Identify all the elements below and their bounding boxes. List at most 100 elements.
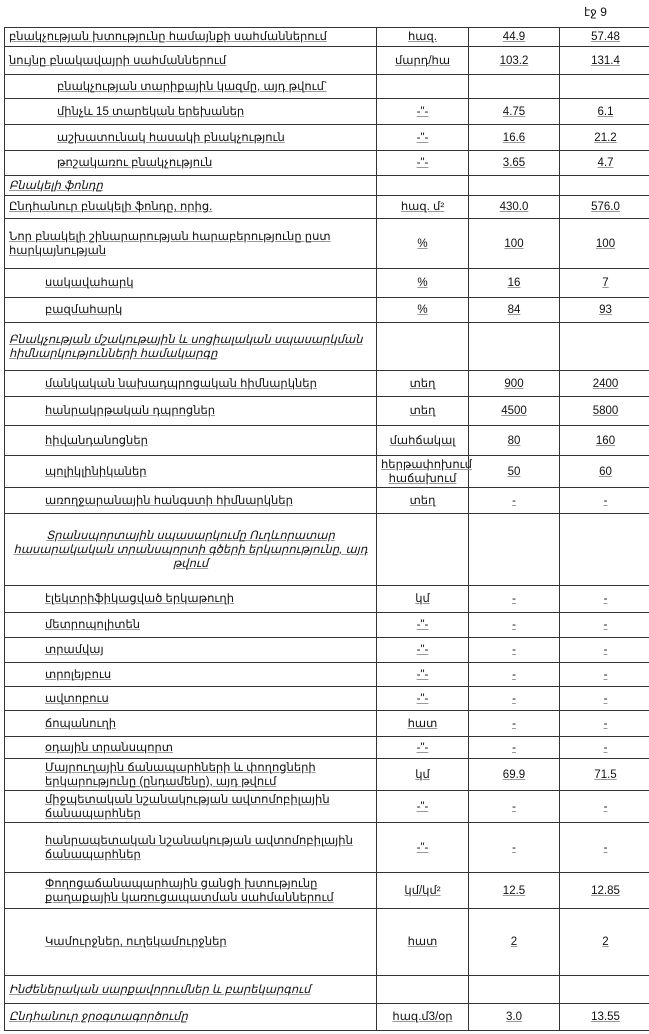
- value-existing-text: 50: [507, 465, 521, 478]
- unit-cell-text: -"-: [416, 800, 429, 813]
- table-row: հանրակրթական դպրոցներ տեղ 4500 5800: [4, 396, 649, 426]
- value-existing-text: -: [512, 494, 516, 507]
- value-projected-text: 6.1: [597, 105, 614, 118]
- value-existing-text: 900: [504, 377, 524, 390]
- value-existing: [468, 175, 560, 196]
- table-row: հանրապետական նշանակության ավտոմոբիլային …: [4, 822, 649, 873]
- unit-cell: %: [376, 218, 469, 269]
- value-existing: -: [468, 790, 560, 823]
- unit-cell: -"-: [376, 98, 469, 125]
- unit-cell-text: տեղ: [409, 377, 436, 390]
- unit-cell-text: -"-: [416, 668, 429, 681]
- unit-cell-text: մահճակալ: [389, 434, 456, 447]
- table-row: մանկական նախադպրոցական հիմնարկներ տեղ 900 2…: [4, 370, 649, 397]
- row-label: թոշակառու բնակչություն: [4, 150, 377, 176]
- row-label: էլեկտրիֆիկացված երկաթուղի: [4, 585, 377, 613]
- unit-cell: տեղ: [376, 487, 469, 514]
- value-projected-text: 93: [599, 304, 612, 316]
- value-existing: [468, 322, 560, 371]
- table-row: Մայրուղային ճանապարհների և փողոցների երկ…: [4, 758, 649, 791]
- value-existing: 430.0: [468, 195, 560, 219]
- unit-cell-text: -"-: [416, 157, 429, 169]
- value-projected: 2400: [559, 370, 649, 397]
- row-label: Ինժեներական սարքավորումներ և բարեկարգում: [4, 975, 377, 1004]
- value-existing-text: 430.0: [499, 201, 529, 213]
- table-row: բնակչության խտությունը համայնքի սահմաննե…: [4, 27, 649, 47]
- value-existing-text: 12.5: [502, 884, 526, 897]
- unit-cell-text: հազ. մ²: [400, 201, 445, 213]
- row-label-text: Բնակչության մշակութային և սոցիալական սպա…: [9, 333, 363, 360]
- value-projected-text: -: [603, 644, 608, 656]
- value-projected-text: 71.5: [594, 768, 617, 781]
- value-existing: -: [468, 710, 560, 737]
- indicators-table: բնակչության խտությունը համայնքի սահմաննե…: [4, 27, 649, 1031]
- value-existing: 44.9: [468, 27, 560, 47]
- unit-cell-text: -"-: [416, 741, 429, 754]
- unit-cell: [376, 513, 469, 586]
- unit-cell-text: -"-: [416, 692, 429, 705]
- value-existing-text: 100: [504, 237, 524, 250]
- value-projected: 5800: [559, 396, 649, 426]
- row-label: տրամվայ: [4, 637, 377, 663]
- table-row: թոշակառու բնակչություն -"- 3.65 4.7: [4, 150, 649, 176]
- value-projected-text: 5800: [592, 405, 619, 417]
- unit-cell-text: հատ: [407, 936, 438, 948]
- row-label-text: Ընդհանուր բնակելի ֆոնդը, որից.: [9, 201, 213, 213]
- value-projected: [559, 322, 649, 371]
- row-label: մանկական նախադպրոցական հիմնարկներ: [4, 370, 377, 397]
- unit-cell: [376, 975, 469, 1004]
- table-row: մինչև 15 տարեկան երեխաներ -"- 4.75 6.1: [4, 98, 649, 125]
- unit-cell: [376, 74, 469, 99]
- row-label-text: թոշակառու բնակչություն: [57, 157, 213, 169]
- row-label-text: էլեկտրիֆիկացված երկաթուղի: [45, 593, 234, 605]
- value-existing-text: 3.0: [506, 1011, 522, 1023]
- value-projected-text: 160: [595, 434, 616, 447]
- value-projected: 71.5: [559, 758, 649, 791]
- table-row: միջպետական նշանակության ավտոմոբիլային ճա…: [4, 790, 649, 823]
- value-projected: [559, 175, 649, 196]
- value-projected-text: 60: [599, 465, 612, 478]
- value-existing: 2: [468, 908, 560, 976]
- unit-cell: %: [376, 297, 469, 323]
- value-existing: -: [468, 612, 560, 638]
- row-label-text: Ինժեներական սարքավորումներ և բարեկարգում: [9, 983, 311, 996]
- table-row: բազմահարկ% 84 93: [4, 297, 649, 323]
- row-label-text: բնակչության տարիքային կազմը, այդ թվում՝: [57, 80, 327, 93]
- unit-cell-text: -"-: [416, 619, 429, 631]
- unit-cell: կմ: [376, 585, 469, 613]
- value-existing: 4500: [468, 396, 560, 426]
- value-existing-text: 103.2: [499, 54, 529, 67]
- value-projected-text: 2400: [592, 377, 619, 390]
- unit-cell: -"-: [376, 124, 469, 151]
- row-label-text: մանկական նախադպրոցական հիմնարկներ: [45, 377, 317, 390]
- table-row: ճոպանուղի հատ - -: [4, 710, 649, 737]
- table-row: սակավահարկ% 16 7: [4, 268, 649, 298]
- value-existing: 3.0: [468, 1003, 560, 1031]
- row-label: հանրապետական նշանակության ավտոմոբիլային …: [4, 822, 377, 873]
- value-existing-text: 16.6: [502, 131, 526, 144]
- unit-cell: հազ. մ²: [376, 195, 469, 219]
- table-row: Ինժեներական սարքավորումներ և բարեկարգում: [4, 975, 649, 1004]
- row-label-text: ավտոբուս: [45, 692, 109, 705]
- unit-cell-text: կմ/կմ²: [404, 884, 441, 897]
- value-existing: 3.65: [468, 150, 560, 176]
- value-existing-text: -: [512, 800, 516, 813]
- table-row: նույնը բնակավայրի սահմաններում մարդ/հա 103…: [4, 46, 649, 75]
- table-row: Կամուրջներ, ուղեկամուրջներ հատ 2 2: [4, 908, 649, 976]
- value-existing: 69.9: [468, 758, 560, 791]
- value-existing: -: [468, 686, 560, 711]
- unit-cell-text: -"-: [416, 841, 429, 854]
- unit-cell: -"-: [376, 637, 469, 663]
- row-label-text: հիվանդանոցներ: [45, 434, 148, 447]
- table-row: Ընդհանուր ջրօգտագործումը հազ.մ3/օր 3.0 13.5…: [4, 1003, 649, 1031]
- unit-cell: մարդ/հա: [376, 46, 469, 75]
- value-projected: -: [559, 710, 649, 737]
- table-row: բնակչության տարիքային կազմը, այդ թվում՝: [4, 74, 649, 99]
- table-row: Բնակչության մշակութային և սոցիալական սպա…: [4, 322, 649, 371]
- row-label: նույնը բնակավայրի սահմաններում: [4, 46, 377, 75]
- value-projected: -: [559, 612, 649, 638]
- row-label-text: սակավահարկ: [45, 277, 134, 289]
- value-existing: 80: [468, 425, 560, 456]
- value-projected-text: -: [603, 717, 608, 730]
- value-existing: [468, 975, 560, 1004]
